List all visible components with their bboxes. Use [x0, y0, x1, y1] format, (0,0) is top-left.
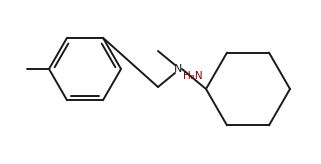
Text: N: N — [174, 64, 182, 74]
Text: H₂N: H₂N — [183, 71, 203, 81]
